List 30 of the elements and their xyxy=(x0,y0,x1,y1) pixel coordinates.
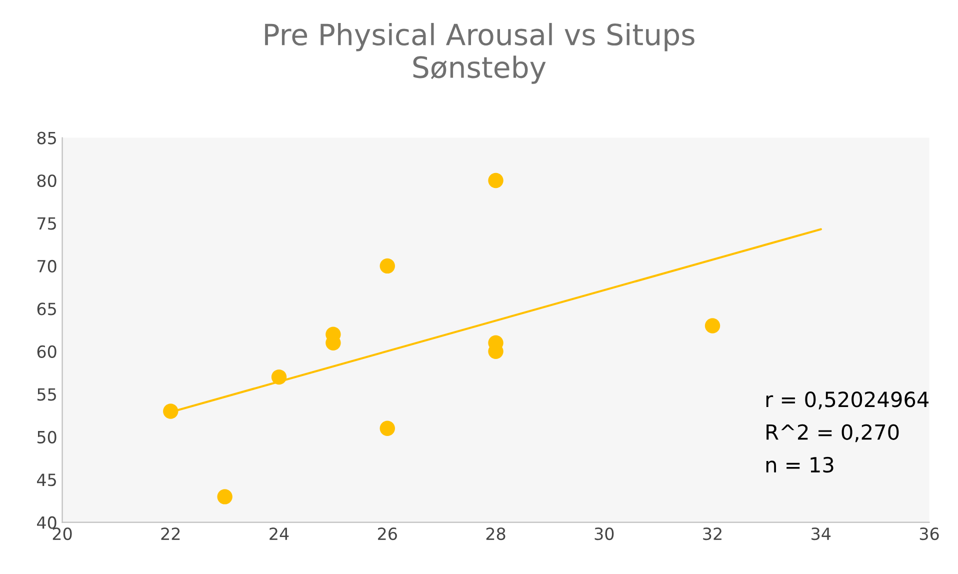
annotation: n = 13 xyxy=(766,456,834,473)
chart-title: Pre Physical Arousal vs Situps Sønsteby xyxy=(265,22,694,84)
y-tick-label: 80 xyxy=(37,174,56,188)
y-tick-label: 60 xyxy=(37,345,56,358)
point xyxy=(380,420,395,436)
y-tick-label: 85 xyxy=(37,132,56,144)
x-tick-label: 34 xyxy=(812,527,831,540)
y-tick-label: 65 xyxy=(37,302,56,316)
x-tick-label: 24 xyxy=(270,527,289,540)
x-tick-label: 26 xyxy=(378,527,397,540)
x-tick-label: 22 xyxy=(161,527,180,540)
point xyxy=(488,172,504,188)
y-tick-label: 75 xyxy=(38,217,56,230)
x-tick-label: 32 xyxy=(703,527,722,540)
point xyxy=(271,369,287,385)
y-tick-label: 50 xyxy=(37,430,56,444)
annotation: r = 0,52024964 xyxy=(766,392,929,410)
y-tick-label: 70 xyxy=(38,260,56,273)
x-tick-label: 28 xyxy=(486,527,506,540)
y-tick-label: 55 xyxy=(37,388,56,401)
x-tick-label: 36 xyxy=(920,527,939,540)
point xyxy=(380,258,395,274)
y-tick-label: 45 xyxy=(37,474,56,486)
annotation: R^2 = 0,270 xyxy=(766,424,899,442)
x-tick-label: 30 xyxy=(594,527,614,540)
point xyxy=(163,404,178,419)
point xyxy=(704,318,720,334)
point xyxy=(217,489,232,504)
y-tick-label: 40 xyxy=(37,516,56,529)
x-tick-label: 20 xyxy=(52,527,72,540)
